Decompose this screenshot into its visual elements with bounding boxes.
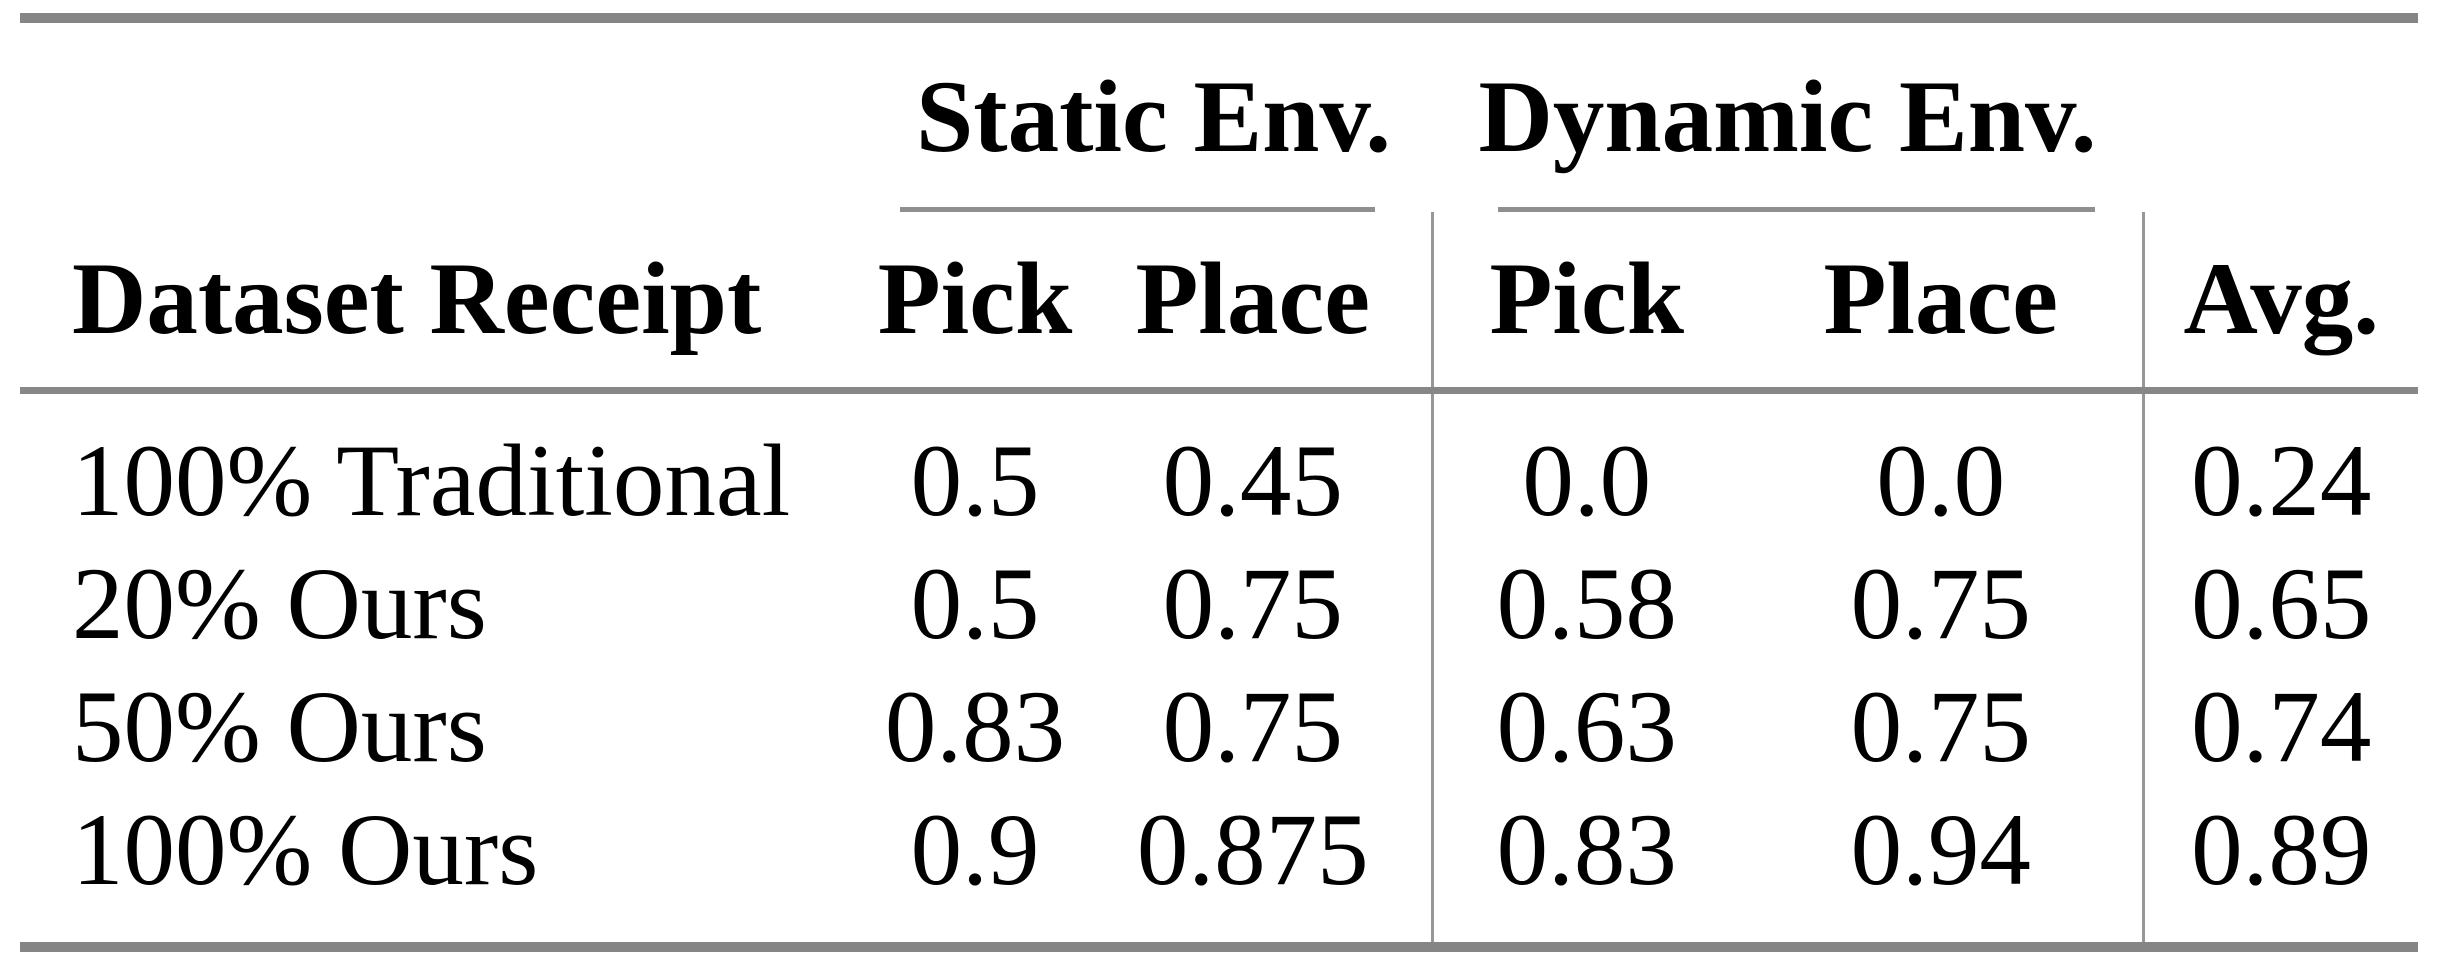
value-cell-dynamic-pick: 0.63	[1430, 666, 1740, 789]
value-cell-static-pick: 0.5	[910, 424, 1040, 538]
value-cell-dynamic-place: 0.75	[1850, 547, 2031, 661]
column-header-dynamic-pick: Pick	[1430, 212, 1740, 394]
value-cell-dynamic-place: 0.0	[1876, 424, 2006, 538]
value-cell-static-place: 0.75	[1162, 670, 1343, 784]
static-env-label: Static Env.	[915, 60, 1392, 174]
value-cell-dynamic-pick: 0.0	[1430, 390, 1740, 543]
group-header-row: Static Env. Dynamic Env.	[20, 18, 2418, 212]
row-label-cell: 20% Ours	[72, 547, 487, 661]
group-header-static: Static Env.	[875, 18, 1432, 212]
table-row-50-ours: 50% Ours 0.83 0.75 0.63 0.75 0.74	[20, 666, 2419, 789]
value-cell-static-place: 0.75	[1162, 547, 1343, 661]
group-header-spacer-right	[2143, 18, 2418, 212]
dynamic-env-label: Dynamic Env.	[1478, 60, 2097, 174]
group-header-spacer-left	[20, 18, 875, 212]
cmidrule-static	[900, 207, 1375, 212]
value-cell-dynamic-pick: 0.83	[1430, 789, 1740, 947]
column-header-static-place: Place	[1075, 212, 1432, 394]
results-table: Static Env. Dynamic Env. Dataset Receipt…	[20, 13, 2419, 952]
value-cell-avg: 0.65	[2141, 543, 2419, 666]
group-header-dynamic: Dynamic Env.	[1432, 18, 2143, 212]
value-cell-static-place: 0.45	[1162, 424, 1343, 538]
value-cell-static-pick: 0.5	[910, 547, 1040, 661]
value-cell-dynamic-place: 0.75	[1850, 670, 2031, 784]
value-cell-dynamic-place: 0.94	[1850, 793, 2031, 907]
column-header-row: Dataset Receipt Pick Place Pick Place Av…	[20, 212, 2419, 394]
value-cell-dynamic-pick: 0.58	[1430, 543, 1740, 666]
value-cell-avg: 0.89	[2141, 789, 2419, 947]
value-cell-static-pick: 0.9	[910, 793, 1040, 907]
row-label-cell: 100% Ours	[72, 793, 539, 907]
value-cell-avg: 0.74	[2141, 666, 2419, 789]
row-label-cell: 50% Ours	[72, 670, 487, 784]
value-cell-avg: 0.24	[2141, 390, 2419, 543]
value-cell-static-pick: 0.83	[884, 670, 1066, 784]
column-header-dataset-receipt: Dataset Receipt	[20, 212, 875, 394]
column-header-dynamic-place: Place	[1740, 212, 2144, 394]
value-cell-static-place: 0.875	[1136, 793, 1369, 907]
row-label-cell: 100% Traditional	[72, 424, 791, 538]
table-row-100-traditional: 100% Traditional 0.5 0.45 0.0 0.0 0.24	[20, 390, 2419, 543]
column-header-static-pick: Pick	[875, 212, 1075, 394]
cmidrule-dynamic	[1498, 207, 2096, 212]
column-header-avg: Avg.	[2141, 212, 2419, 394]
table-row-100-ours: 100% Ours 0.9 0.875 0.83 0.94 0.89	[20, 789, 2419, 947]
table-row-20-ours: 20% Ours 0.5 0.75 0.58 0.75 0.65	[20, 543, 2419, 666]
